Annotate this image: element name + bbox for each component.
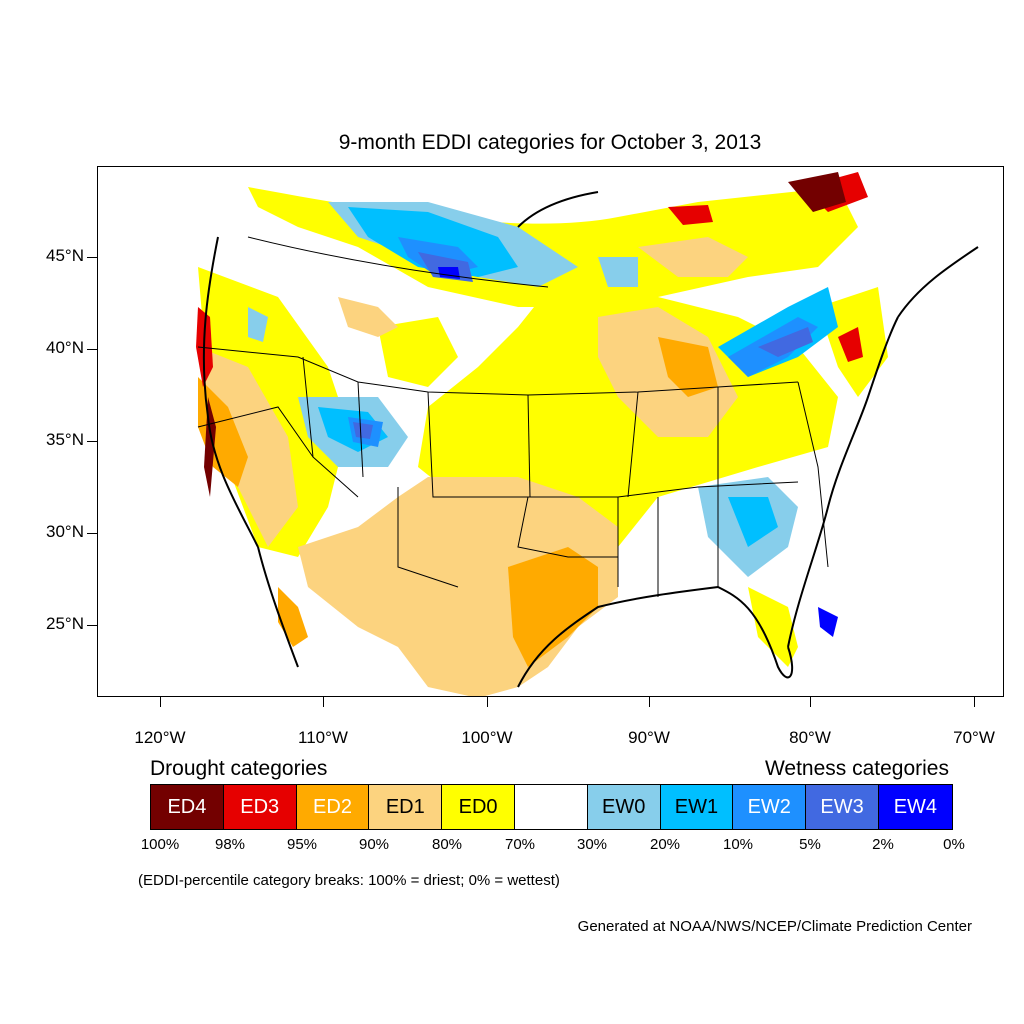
lon-label-70w: 70°W: [953, 728, 995, 747]
legend-box-ed3: ED3: [223, 785, 297, 829]
legend-box-ew1: EW1: [660, 785, 734, 829]
break-label: 98%: [214, 836, 246, 853]
break-label: 10%: [722, 836, 754, 853]
lon-label-100w: 100°W: [461, 728, 513, 747]
lon-tick: [649, 697, 650, 707]
lat-tick: [87, 533, 97, 534]
legend-box-ed1: ED1: [369, 785, 443, 829]
legend-box-ed0: ED0: [442, 785, 515, 829]
lon-label-80w: 80°W: [789, 728, 831, 747]
lat-tick: [87, 257, 97, 258]
ed2-areas: [198, 337, 718, 667]
legend-box-ew2: EW2: [733, 785, 807, 829]
break-label: 20%: [649, 836, 681, 853]
category-legend: ED4 ED3 ED2 ED1 ED0 EW0 EW1 EW2 EW3 EW4: [150, 784, 953, 830]
break-label: 100%: [140, 836, 180, 853]
category-note: (EDDI-percentile category breaks: 100% =…: [138, 872, 560, 889]
lat-label-40n: 40°N: [46, 338, 84, 357]
eddi-map: [97, 166, 1004, 697]
lon-tick: [974, 697, 975, 707]
lon-tick: [487, 697, 488, 707]
lat-tick: [87, 441, 97, 442]
lat-tick: [87, 625, 97, 626]
legend-box-ew3: EW3: [806, 785, 879, 829]
legend-box-neutral: [514, 785, 588, 829]
map-title: 9-month EDDI categories for October 3, 2…: [338, 131, 762, 154]
drought-heading: Drought categories: [150, 757, 328, 780]
lat-label-45n: 45°N: [46, 246, 84, 265]
break-label: 80%: [431, 836, 463, 853]
break-label: 5%: [799, 836, 821, 853]
lon-tick: [810, 697, 811, 707]
lon-tick: [323, 697, 324, 707]
break-label: 95%: [286, 836, 318, 853]
wetness-heading: Wetness categories: [764, 757, 949, 780]
legend-box-ew4: EW4: [878, 785, 952, 829]
break-label: 30%: [576, 836, 608, 853]
ed4-areas: [204, 172, 846, 497]
break-label: 70%: [504, 836, 536, 853]
break-label: 2%: [872, 836, 894, 853]
lon-label-90w: 90°W: [628, 728, 670, 747]
boundaries: [197, 236, 829, 597]
break-label: 90%: [358, 836, 390, 853]
lon-label-120w: 120°W: [134, 728, 186, 747]
legend-box-ew0: EW0: [587, 785, 661, 829]
eddi-map-canvas: [193, 167, 1003, 696]
break-label: 0%: [943, 836, 965, 853]
credit-line: Generated at NOAA/NWS/NCEP/Climate Predi…: [577, 918, 972, 935]
lat-label-35n: 35°N: [46, 430, 84, 449]
lat-tick: [87, 349, 97, 350]
lat-label-25n: 25°N: [46, 614, 84, 633]
lon-tick: [160, 697, 161, 707]
lon-label-110w: 110°W: [298, 728, 348, 747]
legend-box-ed4: ED4: [151, 785, 224, 829]
legend-box-ed2: ED2: [296, 785, 370, 829]
lat-label-30n: 30°N: [46, 522, 84, 541]
coastlines: [202, 191, 979, 688]
